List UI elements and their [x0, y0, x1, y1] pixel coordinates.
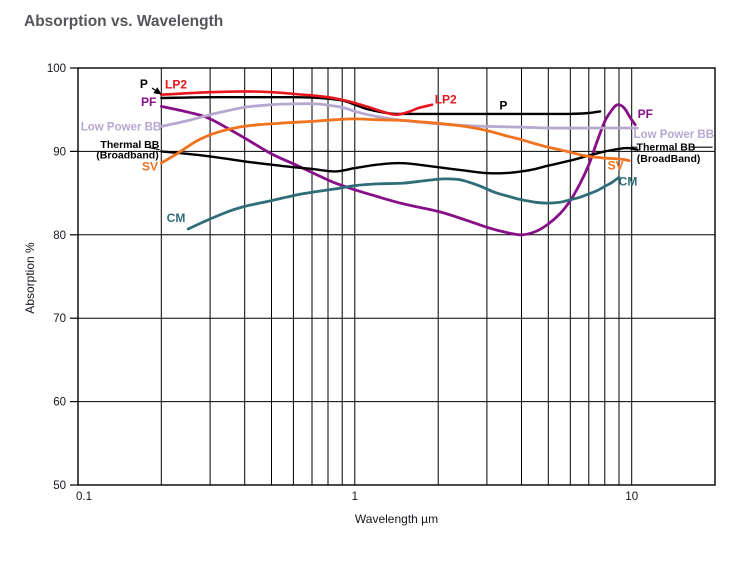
series-line-PF [159, 103, 637, 237]
series-label-right-PF: PF [638, 107, 653, 121]
x-tick-label: 0.1 [76, 491, 92, 503]
plot-border [77, 67, 716, 486]
p-label-arrow [151, 87, 162, 95]
series-LowPowerBB [159, 102, 639, 130]
series-label-right-ThermalBB: Thermal BB [637, 141, 696, 153]
grid [78, 68, 715, 485]
thermal-left-dash [147, 146, 160, 151]
series-label-left-LP2: LP2 [165, 78, 187, 92]
x-axis-title: Wavelength µm [354, 512, 439, 526]
series-label-right-BroadBand: (BroadBand) [637, 153, 701, 165]
series-label-left-ThermalBB: Thermal BB [100, 139, 159, 151]
series-line-SV [159, 117, 631, 165]
y-tick-label: 100 [47, 63, 66, 75]
series-PF [159, 103, 637, 237]
x-tick-label: 1 [352, 491, 358, 503]
series-label-left-SV: SV [142, 159, 158, 173]
series-label-left-LowPowerBB: Low Power BB [81, 121, 162, 133]
series-label-left-CM: CM [167, 211, 186, 225]
y-tick-label: 90 [53, 146, 66, 158]
series-line-CM [186, 175, 621, 231]
series-label-left-Broadband: (Broadband) [96, 150, 158, 162]
series-label-left-PF: PF [141, 95, 156, 109]
y-tick-label: 80 [53, 230, 66, 242]
series-label-mid-P: P [499, 99, 507, 113]
series-line-LP2 [160, 90, 434, 116]
series-label-right-LowPowerBB: Low Power BB [634, 129, 715, 141]
series-label-right-CM: CM [619, 174, 638, 188]
y-tick-label: 50 [53, 480, 66, 492]
series-label-mid-LP2: LP2 [435, 93, 457, 107]
series-label-left-P: P [140, 77, 148, 91]
y-tick-label: 60 [53, 397, 66, 409]
y-tick-label: 70 [53, 313, 66, 325]
chart-title: Absorption vs. Wavelength [24, 13, 224, 30]
axes: 50 60 70 80 90 100 0.1 1 10 [47, 63, 638, 503]
series-LP2 [160, 90, 434, 116]
series-line-LowPowerBB [159, 102, 639, 130]
x-tick-label: 10 [625, 491, 638, 503]
series-CM [186, 175, 621, 231]
series-label-right-SV: SV [608, 159, 624, 173]
series-SV [159, 117, 631, 165]
